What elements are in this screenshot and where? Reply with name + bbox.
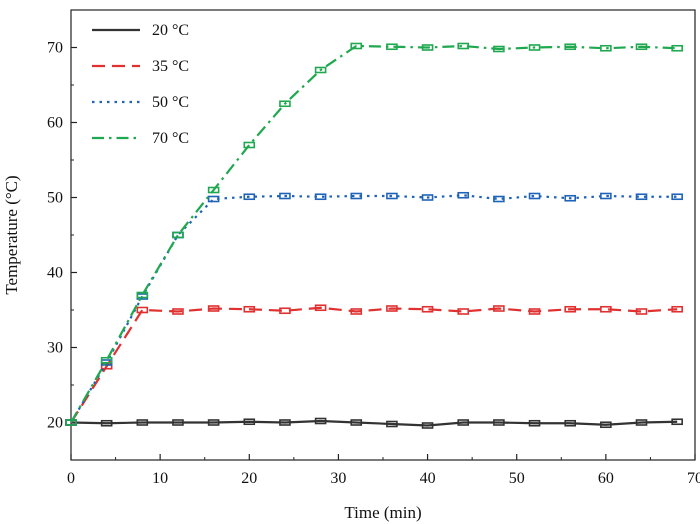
data-point — [493, 45, 505, 53]
legend-label: 50 °C — [152, 94, 189, 111]
data-point — [279, 419, 291, 426]
y-axis-ticks: 20 30 40 50 60 70 — [47, 40, 77, 461]
data-point — [457, 42, 470, 50]
series-line — [70, 194, 678, 424]
data-point — [279, 100, 291, 108]
legend: 20 °C 35 °C 50 °C 70 °C — [92, 22, 189, 147]
data-point — [457, 191, 470, 199]
data-point — [314, 193, 327, 201]
x-tick-label: 30 — [330, 470, 346, 487]
data-point — [207, 305, 220, 312]
data-point — [421, 194, 434, 201]
plot-border — [70, 9, 696, 461]
series-line — [70, 44, 678, 424]
x-axis-title: Time (min) — [344, 503, 421, 522]
data-point — [350, 192, 363, 200]
data-point — [279, 307, 291, 315]
y-axis-title: Temperature (°C) — [2, 175, 21, 294]
x-tick-label: 60 — [598, 470, 614, 487]
data-point — [350, 419, 363, 426]
data-point — [100, 356, 113, 364]
data-point — [172, 308, 184, 315]
data-point — [207, 419, 220, 426]
x-tick-label: 50 — [509, 470, 525, 487]
data-point — [600, 44, 612, 52]
data-point — [635, 308, 648, 315]
data-point — [314, 66, 327, 74]
data-point — [421, 44, 434, 51]
y-tick-label: 30 — [47, 340, 63, 357]
data-point — [493, 195, 505, 203]
data-point — [635, 419, 648, 426]
data-point — [421, 305, 434, 313]
data-point — [279, 192, 291, 200]
data-point — [207, 186, 220, 194]
data-point — [421, 422, 434, 429]
data-point — [671, 305, 683, 313]
data-point — [457, 419, 470, 426]
data-point — [314, 304, 327, 312]
data-point — [600, 421, 612, 429]
y-tick-label: 20 — [47, 415, 63, 432]
data-point — [671, 418, 683, 426]
data-point — [600, 305, 612, 313]
data-point — [671, 44, 683, 52]
data-point — [386, 420, 398, 428]
y-tick-label: 50 — [47, 190, 63, 207]
x-tick-label: 0 — [67, 470, 75, 487]
data-point — [243, 193, 256, 201]
data-point — [528, 44, 541, 51]
legend-label: 35 °C — [152, 58, 189, 75]
data-point — [243, 418, 256, 426]
data-point — [136, 306, 149, 314]
data-point — [65, 419, 77, 426]
y-tick-label: 70 — [47, 40, 63, 57]
data-point — [243, 141, 256, 149]
x-tick-label: 10 — [152, 470, 168, 487]
series-line — [70, 419, 678, 427]
data-point — [172, 231, 184, 239]
x-tick-label: 20 — [241, 470, 257, 487]
series-line — [70, 306, 678, 424]
data-point — [136, 419, 149, 426]
data-point — [671, 193, 683, 201]
legend-label: 20 °C — [152, 22, 189, 39]
legend-label: 70 °C — [152, 130, 189, 147]
y-tick-label: 40 — [47, 265, 63, 282]
data-point — [136, 291, 149, 299]
data-point — [172, 419, 184, 426]
data-point — [350, 308, 363, 315]
data-point — [386, 305, 398, 312]
data-point — [314, 417, 327, 425]
data-point — [243, 305, 256, 313]
data-point — [600, 192, 612, 200]
data-point — [100, 419, 113, 427]
data-point — [207, 195, 220, 203]
data-point — [386, 43, 398, 51]
series-2 — [65, 304, 683, 426]
data-point — [564, 194, 577, 202]
x-tick-label: 70 — [687, 470, 700, 487]
x-axis-ticks: 0 10 20 30 40 50 60 70 — [67, 454, 700, 487]
plot-frame — [70, 9, 696, 461]
data-point — [564, 43, 577, 51]
series-layer — [65, 42, 683, 429]
data-point — [635, 43, 648, 51]
data-point — [635, 193, 648, 201]
data-point — [564, 305, 577, 313]
data-point — [528, 192, 541, 200]
data-point — [493, 419, 505, 426]
data-point — [528, 308, 541, 315]
data-point — [564, 419, 577, 427]
data-point — [386, 192, 398, 200]
series-1 — [65, 417, 683, 429]
data-point — [457, 308, 470, 315]
series-4 — [65, 42, 683, 426]
data-point — [350, 42, 363, 50]
data-point — [528, 419, 541, 427]
data-point — [493, 305, 505, 312]
x-tick-label: 40 — [420, 470, 436, 487]
y-tick-label: 60 — [47, 115, 63, 132]
